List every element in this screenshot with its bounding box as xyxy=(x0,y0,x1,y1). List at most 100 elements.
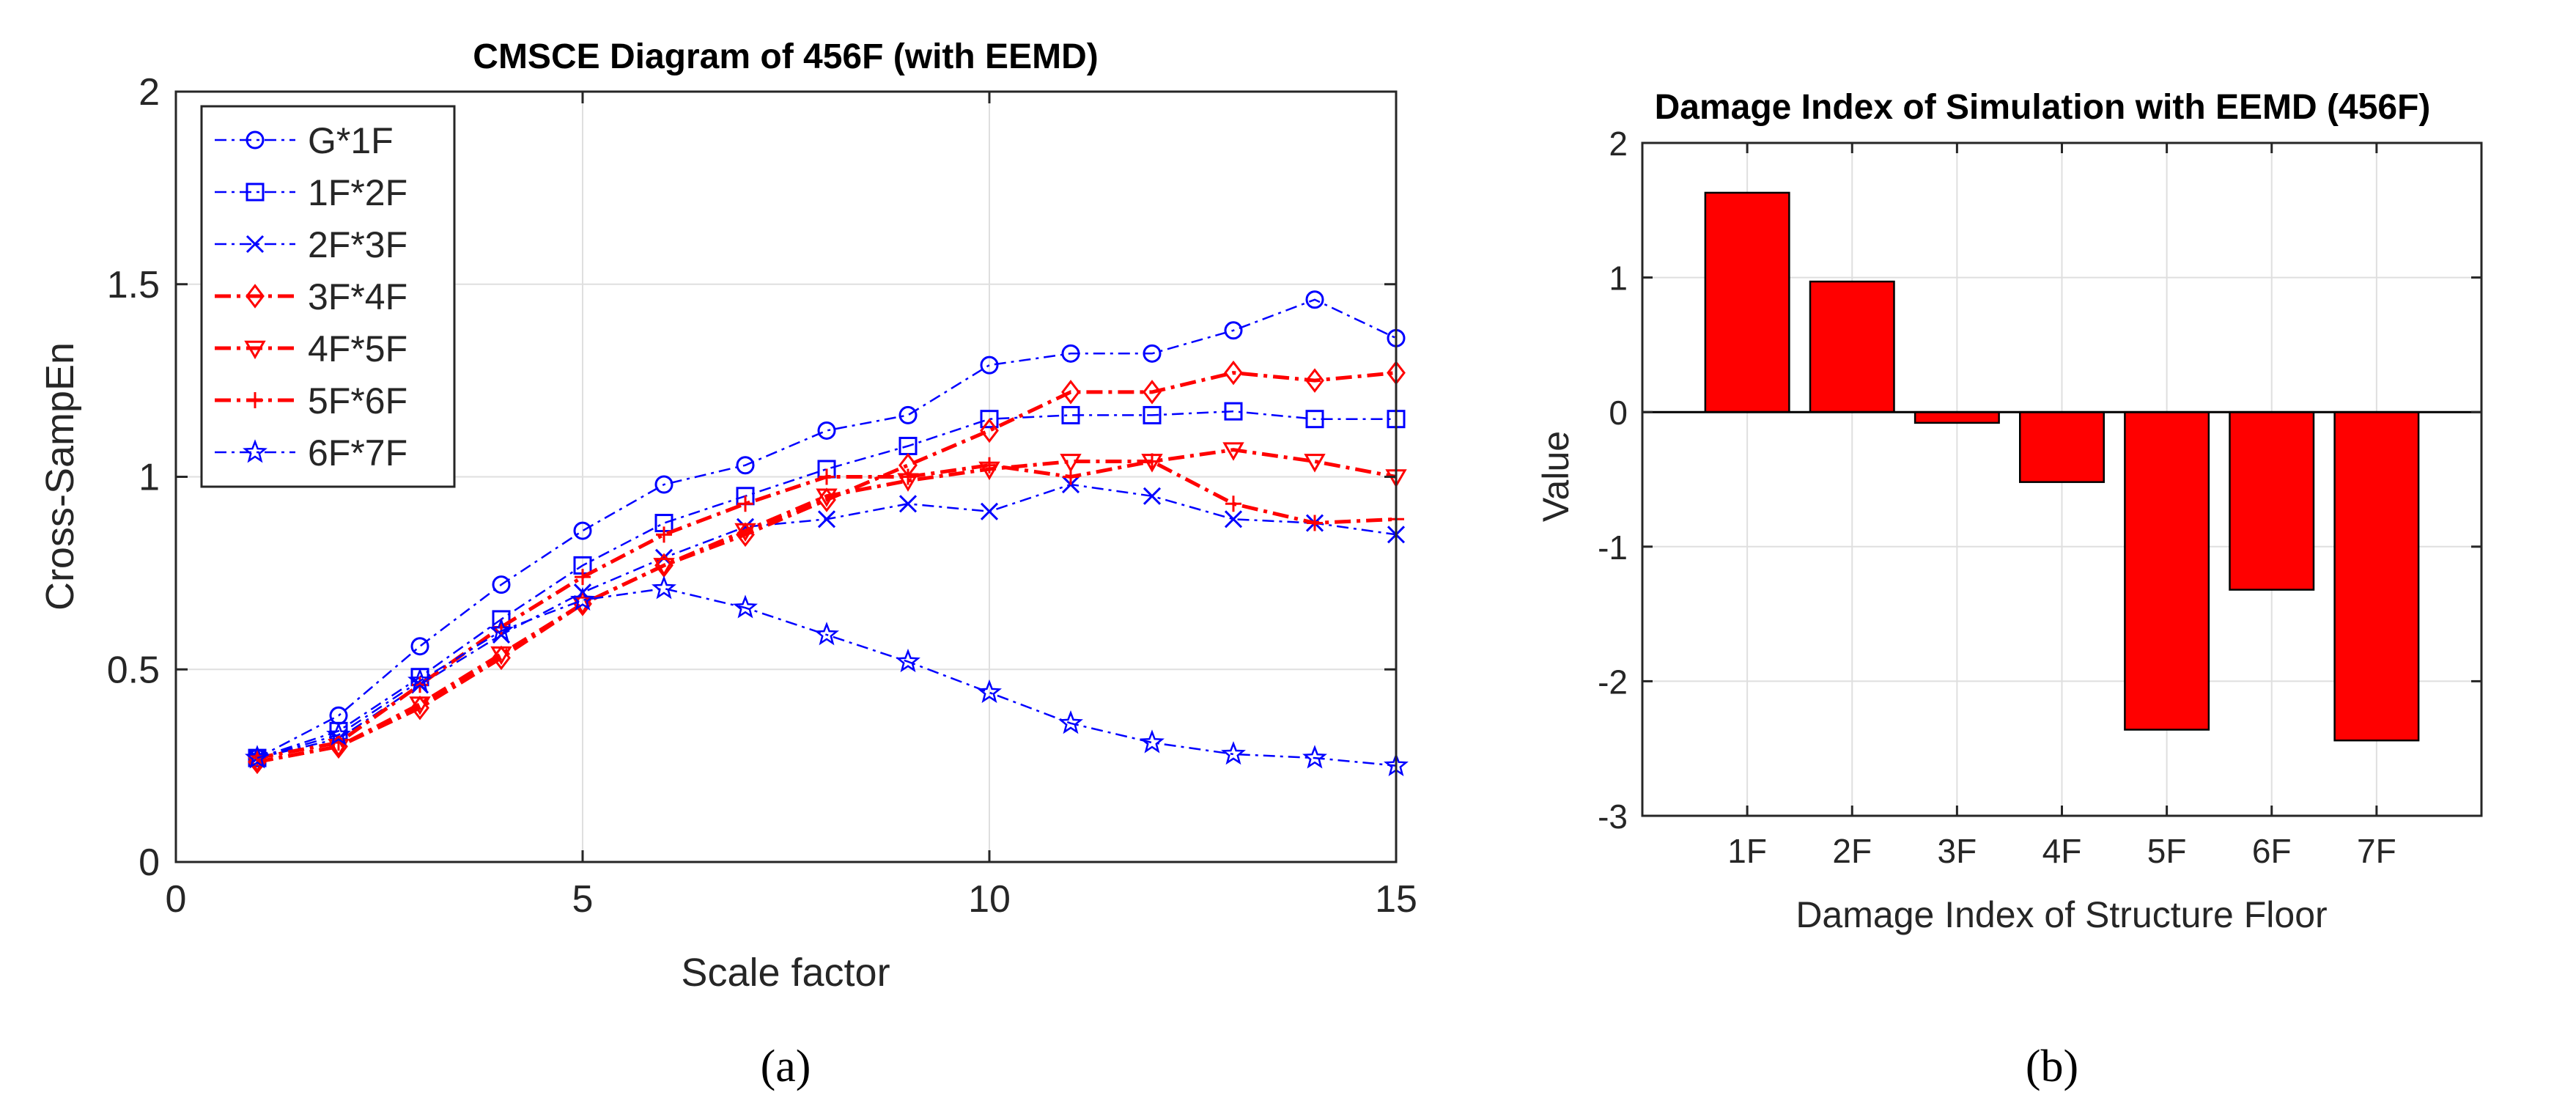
x-tick-label: 7F xyxy=(2357,832,2396,870)
bar-chart-bars xyxy=(1642,191,2481,742)
line-chart-ticks: 0 5 10 15 0 0.5 1 1.5 2 xyxy=(107,71,1417,921)
data-point xyxy=(817,510,836,528)
y-tick-label: 2 xyxy=(139,71,160,114)
data-point xyxy=(1224,321,1243,340)
data-point xyxy=(654,475,673,494)
data-point xyxy=(1060,454,1082,473)
series-line xyxy=(257,410,1396,759)
data-point xyxy=(1143,344,1162,363)
data-point xyxy=(898,495,918,513)
bar xyxy=(2019,410,2105,483)
data-point xyxy=(490,646,512,666)
data-point xyxy=(1305,290,1324,309)
legend-entry: 4F*5F xyxy=(308,328,407,369)
line-chart-title: CMSCE Diagram of 456F (with EEMD) xyxy=(473,37,1098,76)
y-tick-label: 1.5 xyxy=(107,264,160,306)
legend-marker xyxy=(244,340,266,360)
data-point xyxy=(898,405,918,424)
data-point xyxy=(1302,745,1327,769)
data-point xyxy=(1061,344,1080,363)
data-point xyxy=(1304,454,1326,473)
line-chart-y-axis-label: Cross-SampEn xyxy=(38,342,82,611)
data-point xyxy=(980,418,999,443)
x-tick-label: 1F xyxy=(1727,832,1767,870)
data-point xyxy=(410,637,429,656)
bar-chart-panel: 1F 2F 3F 4F 5F 6F 7F -3 -2 -1 0 1 2 Damage Index of … xyxy=(1535,88,2483,1091)
series-line xyxy=(257,298,1397,759)
data-point xyxy=(407,668,432,692)
y-tick-label: -2 xyxy=(1598,663,1628,701)
x-tick-label: 15 xyxy=(1375,878,1417,921)
data-point xyxy=(1140,729,1165,754)
series-line xyxy=(257,587,1397,767)
data-point xyxy=(1143,405,1162,424)
data-point xyxy=(1221,741,1246,765)
line-chart-x-axis-label: Scale factor xyxy=(681,951,890,995)
line-chart-panel: 0 5 10 15 0 0.5 1 1.5 2 G*1F 1F*2F 2F*3F 3F*4F 4F*5F… xyxy=(38,37,1417,1091)
bar xyxy=(2229,410,2315,591)
x-tick-label: 4F xyxy=(2042,832,2082,870)
data-point xyxy=(1305,368,1324,393)
data-point xyxy=(1143,380,1162,405)
bar-chart-y-axis-label: Value xyxy=(1535,431,1576,522)
bar xyxy=(2124,410,2210,731)
data-point xyxy=(980,355,999,375)
data-point xyxy=(981,457,997,474)
data-point xyxy=(573,521,592,540)
data-point xyxy=(245,745,270,769)
legend-marker xyxy=(247,392,263,408)
bar xyxy=(1704,191,1790,413)
y-tick-label: 2 xyxy=(1609,125,1628,163)
y-tick-label: 0.5 xyxy=(107,649,160,691)
bar xyxy=(2333,410,2420,742)
data-point xyxy=(1143,487,1162,505)
data-point xyxy=(1225,495,1241,512)
data-point xyxy=(1307,515,1323,531)
legend-marker xyxy=(246,183,265,202)
data-point xyxy=(326,721,351,746)
data-point xyxy=(1061,405,1080,424)
x-tick-label: 3F xyxy=(1938,832,1977,870)
data-point xyxy=(656,526,672,543)
data-point xyxy=(492,575,511,594)
y-tick-label: 0 xyxy=(1609,394,1628,432)
series-line xyxy=(257,371,1397,764)
x-tick-label: 5 xyxy=(572,878,594,921)
line-chart-legend: G*1F 1F*2F 2F*3F 3F*4F 4F*5F 5F*6F 6F*7F xyxy=(200,105,456,488)
y-tick-label: 0 xyxy=(139,841,160,884)
data-point xyxy=(1144,453,1160,470)
x-tick-label: 6F xyxy=(2252,832,2292,870)
data-point xyxy=(575,569,591,586)
data-point xyxy=(1063,468,1079,485)
data-point xyxy=(1222,442,1244,461)
data-point xyxy=(896,648,920,673)
data-point xyxy=(816,488,838,507)
legend-entry: 1F*2F xyxy=(308,172,407,213)
bar-chart-title: Damage Index of Simulation with EEMD (45… xyxy=(1655,88,2431,127)
panel-label-a: (a) xyxy=(761,1042,811,1091)
legend-marker xyxy=(246,284,265,309)
data-point xyxy=(733,594,758,619)
data-point xyxy=(734,523,756,542)
legend-entry: G*1F xyxy=(308,120,394,161)
y-tick-label: 1 xyxy=(139,457,160,499)
x-tick-label: 10 xyxy=(968,878,1011,921)
data-point xyxy=(980,410,999,429)
y-tick-label: 1 xyxy=(1609,259,1628,298)
data-point xyxy=(736,456,755,475)
legend-entry: 2F*3F xyxy=(308,224,407,265)
data-point xyxy=(900,468,916,485)
legend-marker xyxy=(246,130,265,150)
legend-marker xyxy=(246,235,265,254)
data-point xyxy=(1224,510,1243,528)
data-point xyxy=(819,468,835,485)
data-point xyxy=(814,622,839,646)
data-point xyxy=(489,617,514,642)
data-point xyxy=(652,575,676,600)
x-tick-label: 5F xyxy=(2147,832,2187,870)
legend-marker xyxy=(243,439,267,463)
panel-label-b: (b) xyxy=(2026,1042,2078,1091)
bar xyxy=(1809,280,1895,413)
bar xyxy=(1913,410,2000,424)
